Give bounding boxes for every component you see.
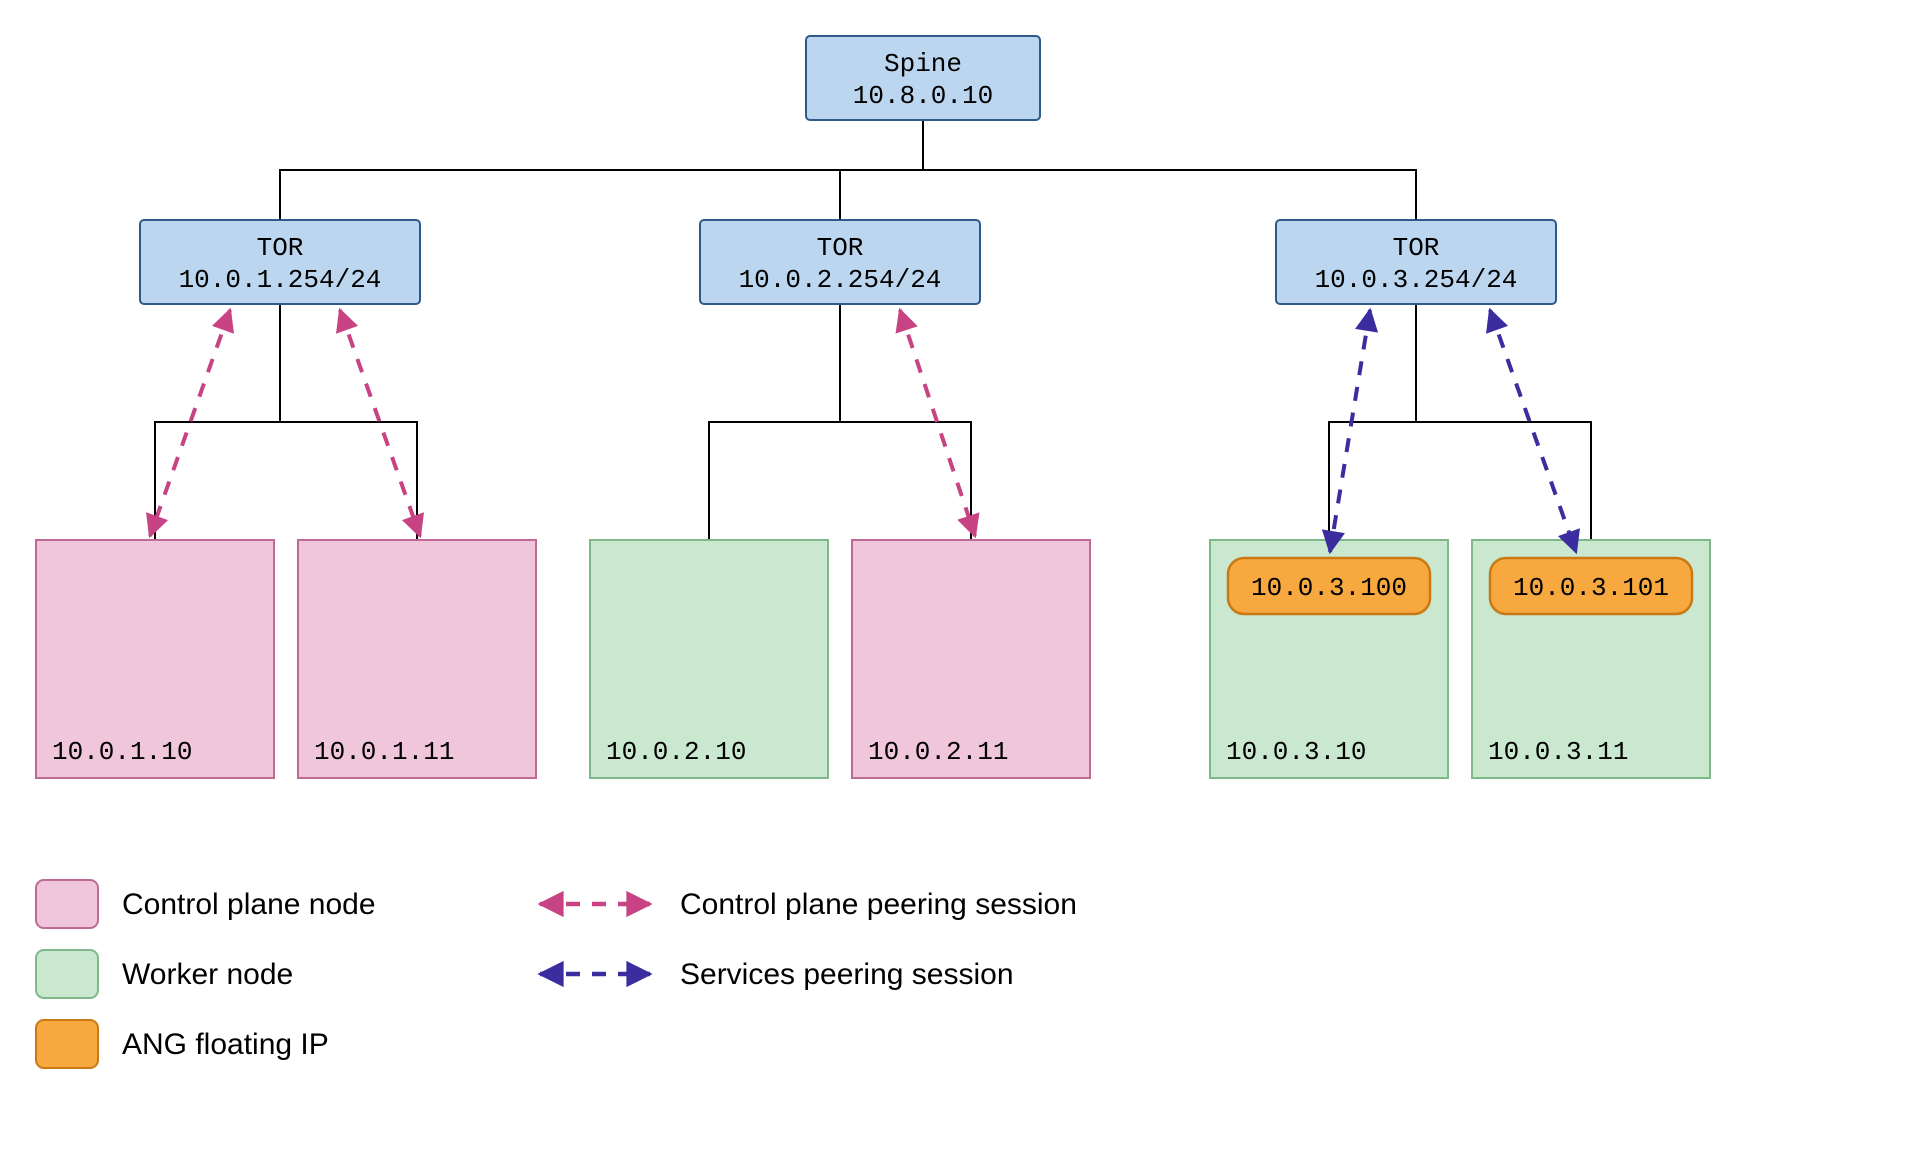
spine-ip: 10.8.0.10 xyxy=(853,81,993,111)
legend-swatch xyxy=(36,1020,98,1068)
legend-label: Control plane node xyxy=(122,888,376,921)
edge xyxy=(1416,304,1591,540)
floating-ip: 10.0.3.100 xyxy=(1251,573,1407,603)
solid-edges xyxy=(155,120,1591,540)
legend-swatch xyxy=(36,880,98,928)
node-ip: 10.0.2.10 xyxy=(606,737,746,767)
edge xyxy=(923,120,1416,220)
legend-label: Services peering session xyxy=(680,958,1014,991)
edge xyxy=(840,120,923,220)
peering-arrow xyxy=(1490,310,1576,552)
legend: Control plane node Worker node ANG floatin… xyxy=(36,880,1077,1068)
peering-arrow xyxy=(1330,310,1370,552)
edge xyxy=(709,304,840,540)
dashed-arrows xyxy=(150,310,1576,552)
tor-label: TOR xyxy=(257,233,304,263)
edge xyxy=(280,120,923,220)
tor-ip: 10.0.1.254/24 xyxy=(179,265,382,295)
tor-label: TOR xyxy=(817,233,864,263)
legend-label: Control plane peering session xyxy=(680,888,1077,921)
tor-label: TOR xyxy=(1393,233,1440,263)
floating-ip: 10.0.3.101 xyxy=(1513,573,1669,603)
legend-label: Worker node xyxy=(122,958,293,991)
node-ip: 10.0.1.11 xyxy=(314,737,454,767)
edge xyxy=(840,304,971,540)
tor-ip: 10.0.3.254/24 xyxy=(1315,265,1518,295)
network-diagram: Spine10.8.0.10TOR10.0.1.254/24TOR10.0.2.… xyxy=(0,0,1908,1176)
tor-ip: 10.0.2.254/24 xyxy=(739,265,942,295)
boxes: Spine10.8.0.10TOR10.0.1.254/24TOR10.0.2.… xyxy=(36,36,1710,778)
legend-label: ANG floating IP xyxy=(122,1028,329,1061)
node-ip: 10.0.3.10 xyxy=(1226,737,1366,767)
edge xyxy=(1329,304,1416,540)
node-ip: 10.0.2.11 xyxy=(868,737,1008,767)
legend-swatch xyxy=(36,950,98,998)
spine-label: Spine xyxy=(884,49,962,79)
node-ip: 10.0.3.11 xyxy=(1488,737,1628,767)
node-ip: 10.0.1.10 xyxy=(52,737,192,767)
